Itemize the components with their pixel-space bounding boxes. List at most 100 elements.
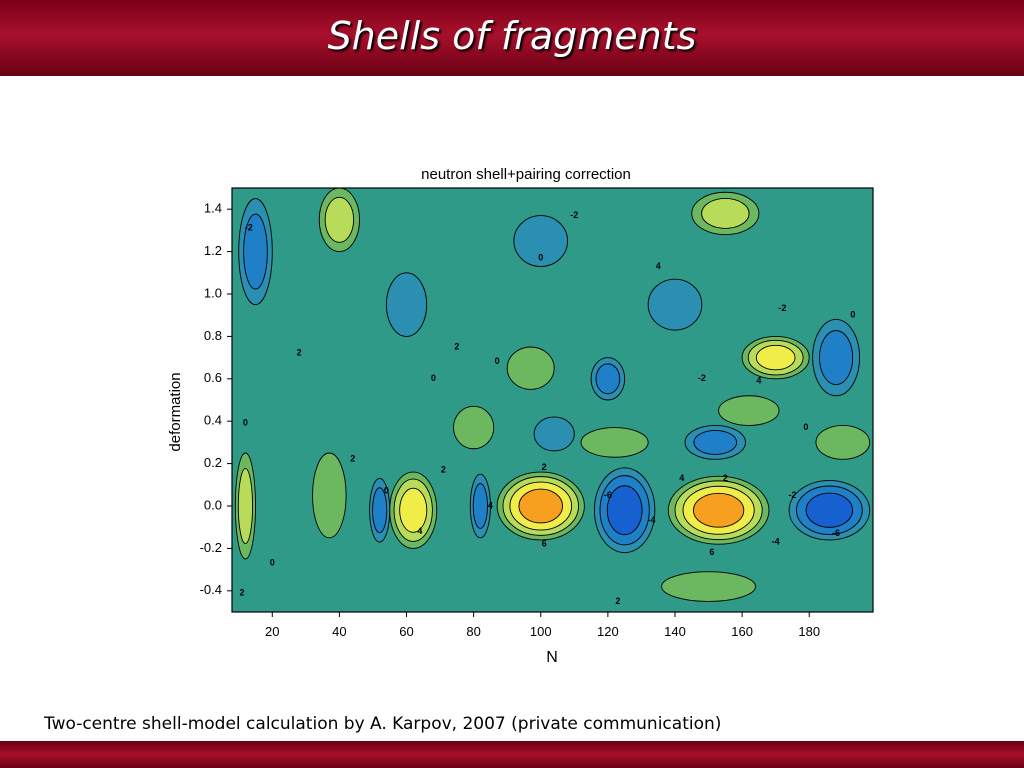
contour-ring [693, 492, 745, 528]
contour-blob [385, 272, 428, 337]
contour-blob [506, 346, 555, 390]
contour-label: 6 [709, 547, 714, 557]
y-tick-label: -0.4 [200, 582, 222, 597]
contour-blob [661, 571, 756, 602]
contour-label: 4 [488, 500, 493, 510]
contour-label: -4 [647, 515, 655, 525]
y-tick-label: 1.2 [204, 243, 222, 258]
footer-bar [0, 741, 1024, 768]
contour-blob [594, 467, 656, 554]
contour-blob [533, 416, 575, 452]
contour-blob [667, 475, 770, 545]
y-tick-label: 0.2 [204, 455, 222, 470]
contour-ring [506, 346, 555, 390]
x-tick-label: 180 [798, 624, 820, 639]
contour-ring [372, 487, 388, 534]
contour-blob [590, 357, 626, 401]
contour-label: 4 [656, 261, 661, 271]
contour-blob [238, 198, 273, 306]
contour-label: 0 [384, 486, 389, 496]
contour-blob [788, 480, 871, 541]
caption: Two-centre shell-model calculation by A.… [44, 714, 722, 734]
contour-ring [718, 395, 780, 426]
contour-label: -2 [778, 303, 786, 313]
contour-ring [701, 197, 750, 229]
contour-ring [399, 487, 428, 533]
contour-label: -4 [772, 536, 780, 546]
contour-blob [312, 452, 347, 539]
y-tick-label: -0.2 [200, 540, 222, 555]
contour-label: 2 [297, 348, 302, 358]
contour-label: 2 [723, 473, 728, 483]
x-tick-label: 40 [332, 624, 346, 639]
contour-label: 2 [542, 462, 547, 472]
x-tick-label: 120 [597, 624, 619, 639]
y-tick-label: 0.6 [204, 370, 222, 385]
contour-label: 2 [350, 454, 355, 464]
contour-blob [815, 424, 871, 460]
contour-label: 0 [431, 373, 436, 383]
contour-ring [647, 278, 703, 331]
contour-blob [718, 395, 780, 426]
contour-label: -2 [698, 373, 706, 383]
y-tick-label: 0.8 [204, 328, 222, 343]
contour-ring [324, 196, 355, 243]
contour-ring [518, 488, 564, 524]
contour-ring [580, 427, 649, 458]
x-tick-label: 160 [731, 624, 753, 639]
contour-label: 4 [679, 473, 684, 483]
contour-label: -2 [245, 223, 253, 233]
contour-label: 0 [243, 418, 248, 428]
contour-ring [513, 215, 569, 267]
contour-blob [580, 427, 649, 458]
contour-blob [684, 424, 746, 460]
contour-ring [312, 452, 347, 539]
y-tick-label: 0.4 [204, 413, 222, 428]
contour-blob [513, 215, 569, 267]
x-tick-label: 80 [466, 624, 480, 639]
contour-ring [661, 571, 756, 602]
contour-label: 4 [417, 526, 422, 536]
contour-blob [647, 278, 703, 331]
x-axis-label: N [546, 649, 558, 666]
contour-ring [819, 330, 854, 386]
plot-area: -2 0 -2 4 -2 0 2 2 0 0 -2 4 0 0 2 2 2 0 4 4 6 -6 -4 4 2 6 -2 -4 -6 0 2… [232, 188, 873, 612]
y-tick-label: 1.4 [204, 201, 222, 216]
contour-label: 4 [756, 375, 761, 385]
contour-ring [533, 416, 575, 452]
contour-label: 2 [240, 587, 245, 597]
contour-ring [385, 272, 428, 337]
x-tick-label: 140 [664, 624, 686, 639]
contour-ring [805, 492, 854, 528]
contour-label: 0 [803, 422, 808, 432]
y-tick-label: 0.0 [204, 497, 222, 512]
contour-ring [243, 213, 268, 290]
x-tick-label: 100 [530, 624, 552, 639]
chart: neutron shell+pairing correction N defor… [167, 166, 874, 666]
contour-ring [693, 429, 738, 455]
contour-blob [496, 471, 585, 541]
contour-label: -2 [570, 210, 578, 220]
x-tick-label: 20 [265, 624, 279, 639]
contour-label: 2 [441, 464, 446, 474]
contour-label: -6 [604, 490, 612, 500]
contour-blob [691, 191, 760, 236]
x-tick-label: 60 [399, 624, 413, 639]
slide-title: Shells of fragments [327, 14, 697, 58]
contour-label: 0 [538, 252, 543, 262]
contour-blob [812, 318, 861, 397]
chart-title: neutron shell+pairing correction [421, 166, 631, 183]
contour-label: 2 [615, 596, 620, 606]
contour-ring [606, 485, 643, 536]
contour-blob [741, 335, 810, 380]
contour-blob [453, 405, 495, 450]
contour-label: 0 [495, 356, 500, 366]
contour-blob [369, 477, 391, 543]
contour-ring [595, 363, 621, 395]
contour-label: 0 [270, 558, 275, 568]
contour-ring [453, 405, 495, 450]
contour-blob [469, 473, 491, 539]
contour-ring [755, 344, 796, 371]
y-tick-label: 1.0 [204, 285, 222, 300]
